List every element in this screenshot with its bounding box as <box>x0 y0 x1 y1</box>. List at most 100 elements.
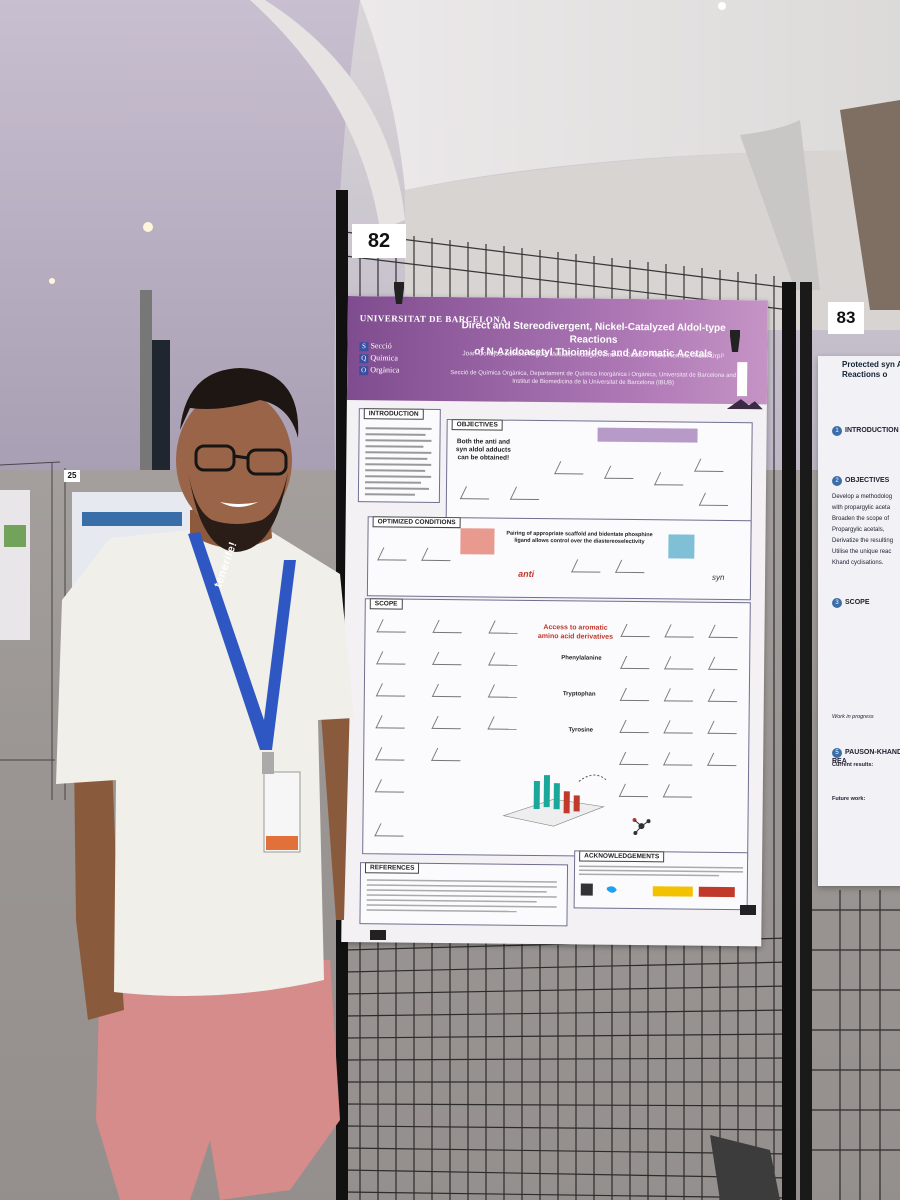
poster-header: UNIVERSITAT DE BARCELONA S Secció Q Químic… <box>346 296 768 410</box>
compound-drawing <box>618 783 654 798</box>
molecule-drawing <box>654 472 690 486</box>
references-section: REFERENCES <box>359 862 569 927</box>
compound-drawing <box>375 715 411 729</box>
molecule-drawing <box>554 461 590 475</box>
compound-drawing <box>620 623 656 638</box>
anti-label: anti <box>518 568 535 579</box>
hair <box>180 368 299 438</box>
compound-drawing <box>663 688 699 702</box>
left-arm <box>74 760 124 1020</box>
compound-drawing <box>664 656 700 670</box>
compound-drawing <box>431 683 467 698</box>
objectives-section: OBJECTIVES Both the anti and syn aldol a… <box>445 419 753 531</box>
scope-section: SCOPE Access to aromatic amino acid deri… <box>362 598 751 859</box>
glasses-icon <box>194 444 288 476</box>
section-label: OBJECTIVES <box>845 477 890 484</box>
compound-drawing <box>708 656 744 671</box>
neighbor-section-scope: 3 SCOPE <box>832 598 870 608</box>
section-number: 2 <box>832 476 842 486</box>
neighbor-section-pauson-khand: 5 PAUSON-KHAND REA <box>832 748 900 765</box>
funding-logo-2 <box>698 886 735 898</box>
compound-drawing <box>663 720 699 734</box>
compound-drawing <box>707 752 743 767</box>
neighbor-title-2: Reactions o <box>842 370 888 379</box>
bar-plot-illustration <box>502 774 607 827</box>
objective-line: Khand cyclisations. <box>832 560 884 566</box>
amino-acid-phenylalanine: Phenylalanine <box>561 655 602 662</box>
lanyard <box>188 532 296 750</box>
objective-line: Utilise the unique reac <box>832 549 892 555</box>
neighbor-section-introduction: 1 INTRODUCTION <box>832 426 899 436</box>
compound-drawing <box>431 715 467 730</box>
compound-drawing <box>707 688 743 703</box>
compound-drawing <box>376 651 412 665</box>
catalyst-box-blue <box>668 534 695 559</box>
molecule-drawing <box>694 458 730 472</box>
binder-clip-icon <box>370 930 386 940</box>
catalyst-box-red <box>460 528 495 555</box>
shorts <box>96 960 340 1200</box>
compound-drawing <box>487 716 523 730</box>
qr-code-icon <box>580 883 593 896</box>
compound-drawing <box>663 752 699 766</box>
compound-drawing <box>488 652 524 666</box>
objectives-heading: OBJECTIVES <box>451 419 503 431</box>
compound-drawing <box>375 747 411 761</box>
compound-drawing <box>375 683 411 697</box>
molecule-drawing <box>604 465 640 479</box>
molecule-3d-model <box>631 816 651 836</box>
compound-drawing <box>432 651 468 666</box>
syn-label: syn <box>712 572 725 582</box>
compound-drawing <box>619 719 655 734</box>
molecule-drawing <box>377 547 413 561</box>
section-label: SCOPE <box>845 599 870 606</box>
twitter-icon <box>606 886 617 893</box>
objective-line: with propargylic aceta <box>832 505 891 511</box>
ibub-logo <box>736 362 748 397</box>
objective-line: Propargylic acetals, <box>832 527 885 533</box>
section-label: PAUSON-KHAND REA <box>832 749 900 765</box>
bar-3d <box>563 791 570 814</box>
bar-3d <box>573 795 580 812</box>
poster-affiliation: Secció de Química Orgànica, Departament … <box>443 369 743 388</box>
compound-drawing <box>376 619 412 633</box>
highlight-box <box>597 427 698 443</box>
binder-clip-icon <box>730 330 740 352</box>
work-in-progress-label: Work in progress <box>832 714 874 720</box>
compound-drawing <box>708 624 744 639</box>
scope-subheading: Access to aromatic amino acid derivative… <box>537 624 614 641</box>
section-number: 1 <box>832 426 842 436</box>
compound-drawing <box>374 779 410 793</box>
compound-drawing <box>664 624 700 638</box>
board-number-main: 82 <box>352 224 406 258</box>
research-poster: UNIVERSITAT DE BARCELONA S Secció Q Químic… <box>341 296 768 947</box>
section-label: INTRODUCTION <box>845 427 899 434</box>
amino-acid-tyrosine: Tyrosine <box>568 727 594 734</box>
compound-drawing <box>432 619 468 634</box>
future-work-label: Future work: <box>832 796 866 802</box>
section-number: 5 <box>832 748 842 758</box>
molecule-drawing <box>615 559 651 574</box>
beard <box>188 470 288 552</box>
molecule-drawing <box>459 486 496 500</box>
optimized-conditions-section: OPTIMIZED CONDITIONS Pairing of appropri… <box>366 516 752 601</box>
bar-3d <box>543 775 550 808</box>
compound-drawing <box>662 784 698 798</box>
mountain-logo <box>725 396 765 410</box>
compound-drawing <box>431 747 467 762</box>
binder-clip-icon <box>740 905 756 915</box>
amino-acid-tryptophan: Tryptophan <box>562 691 596 698</box>
acknowledgements-section: ACKNOWLEDGEMENTS <box>573 850 749 911</box>
compound-drawing <box>620 655 656 670</box>
section-number: 3 <box>832 598 842 608</box>
board-number-right: 83 <box>828 302 864 334</box>
board-number-left: 25 <box>64 470 80 482</box>
pairing-text: Pairing of appropriate scaffold and bide… <box>506 530 653 546</box>
molecule-drawing <box>509 486 546 501</box>
optimized-conditions-heading: OPTIMIZED CONDITIONS <box>372 516 461 529</box>
neighbor-section-objectives: 2 OBJECTIVES <box>832 476 889 486</box>
compound-drawing <box>619 751 655 766</box>
poster-authors: Joan Conejos-Jaimes, Miguel Mellado-Hida… <box>462 350 725 360</box>
right-arm <box>320 700 350 920</box>
